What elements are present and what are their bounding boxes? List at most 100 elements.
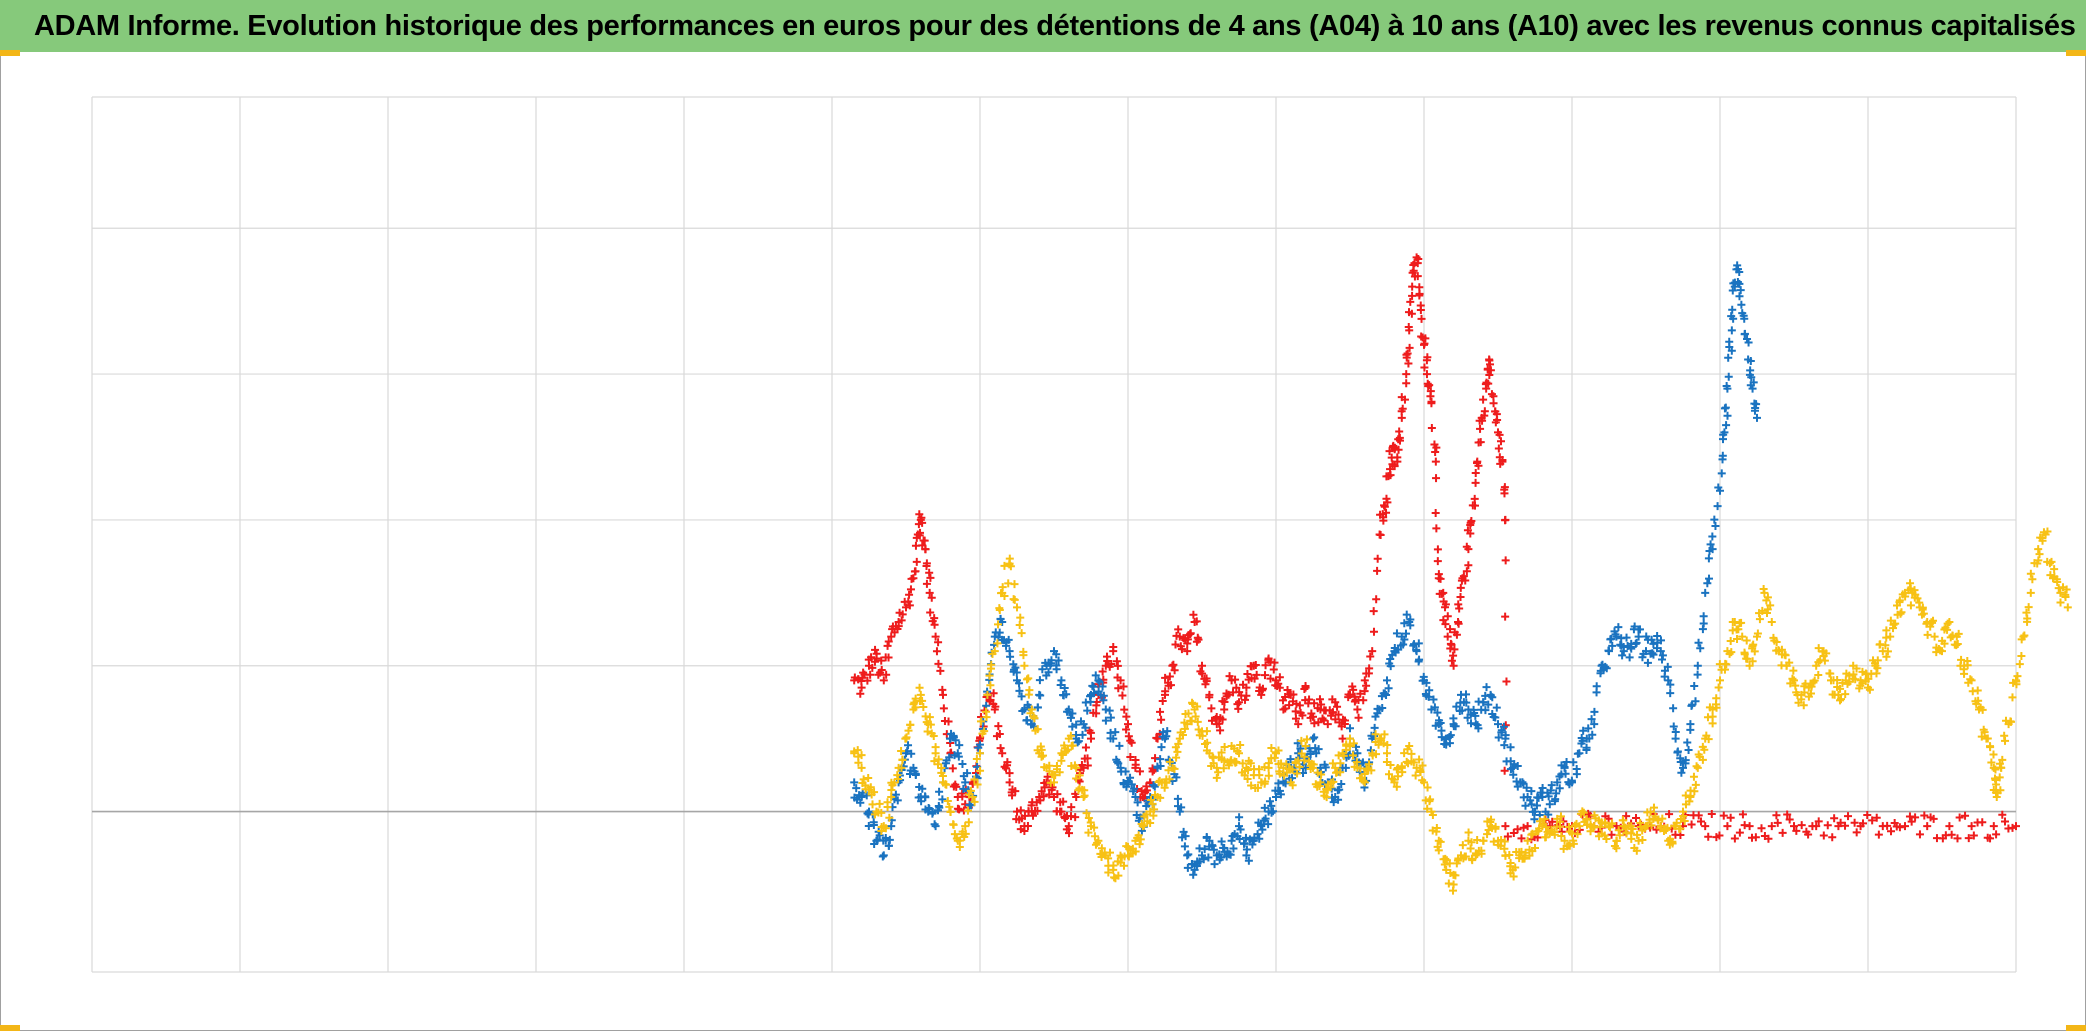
data-point — [918, 696, 927, 705]
data-point — [1506, 743, 1515, 752]
data-point — [976, 749, 984, 758]
series-layer — [850, 253, 2072, 895]
data-point — [1023, 716, 1032, 725]
data-point — [1687, 820, 1696, 829]
data-point — [1589, 823, 1598, 832]
data-point — [1830, 814, 1839, 823]
data-point — [1588, 730, 1597, 739]
data-point — [1395, 433, 1404, 442]
data-point — [1743, 654, 1752, 663]
data-point — [1647, 635, 1656, 644]
data-point — [987, 660, 996, 669]
data-point — [1172, 753, 1181, 762]
data-point — [1366, 652, 1375, 661]
data-point — [1498, 455, 1507, 464]
data-point — [894, 622, 903, 631]
data-point — [885, 813, 894, 822]
data-point — [1663, 823, 1672, 832]
data-point — [1547, 781, 1556, 790]
data-point — [1710, 515, 1719, 524]
data-point — [964, 818, 973, 827]
data-point — [1557, 832, 1566, 841]
data-point — [1323, 720, 1332, 729]
data-point — [906, 720, 915, 729]
data-point — [1485, 371, 1494, 380]
data-point — [1392, 782, 1401, 791]
data-point — [1057, 676, 1066, 685]
data-point — [1582, 743, 1591, 752]
data-point — [1694, 811, 1703, 820]
data-point — [1734, 625, 1743, 634]
data-point — [1235, 698, 1243, 707]
data-point — [1409, 758, 1418, 767]
data-point — [1134, 831, 1143, 840]
data-point — [1473, 457, 1482, 466]
data-point — [1047, 656, 1056, 665]
data-point — [955, 836, 964, 845]
data-point — [1436, 574, 1445, 583]
data-point — [1716, 676, 1724, 685]
data-point — [1474, 461, 1483, 470]
data-point — [1408, 282, 1417, 291]
data-point — [1772, 638, 1781, 647]
data-point — [1418, 761, 1427, 770]
data-point — [1434, 570, 1443, 579]
data-point — [1270, 658, 1279, 667]
data-point — [1146, 796, 1155, 805]
data-point — [1081, 743, 1090, 752]
data-point — [1828, 833, 1837, 842]
data-point — [1005, 778, 1014, 787]
data-point — [1364, 760, 1373, 769]
data-point — [1039, 751, 1048, 760]
data-point — [921, 545, 930, 554]
data-point — [991, 702, 1000, 711]
data-point — [1550, 830, 1559, 839]
data-point — [907, 749, 916, 758]
data-point — [2012, 680, 2021, 689]
data-point — [1513, 762, 1522, 771]
data-point — [2034, 556, 2043, 565]
data-point — [1953, 639, 1962, 648]
data-point — [1114, 684, 1123, 693]
data-point — [1203, 738, 1212, 747]
data-point — [1487, 815, 1496, 824]
data-point — [1302, 735, 1311, 744]
data-point — [1501, 822, 1510, 831]
data-point — [1665, 810, 1674, 819]
data-point — [1241, 695, 1250, 704]
data-point — [1247, 781, 1256, 790]
data-point — [866, 670, 875, 679]
data-point — [1494, 720, 1502, 729]
data-point — [1740, 821, 1749, 830]
data-point — [994, 722, 1003, 731]
data-point — [1198, 661, 1206, 670]
data-point — [912, 557, 921, 566]
data-point — [1642, 647, 1650, 656]
data-point — [1432, 524, 1441, 533]
data-point — [1260, 671, 1269, 680]
data-point — [1669, 704, 1678, 713]
data-point — [1587, 715, 1596, 724]
data-point — [1492, 703, 1501, 712]
data-point — [1083, 761, 1092, 770]
data-point — [1258, 684, 1267, 693]
data-point — [885, 835, 894, 844]
data-point — [1479, 698, 1488, 707]
data-point — [1992, 830, 2001, 839]
data-point — [2056, 598, 2065, 607]
data-point — [1767, 618, 1776, 626]
data-point — [1135, 840, 1144, 849]
data-point — [1986, 834, 1995, 843]
data-point — [898, 610, 907, 619]
data-point — [1199, 855, 1208, 864]
data-point — [2063, 603, 2072, 612]
data-point — [1509, 770, 1518, 779]
data-point — [869, 818, 878, 827]
data-point — [1666, 680, 1675, 689]
data-point — [1053, 790, 1062, 799]
data-point — [867, 653, 876, 662]
data-point — [1461, 852, 1470, 861]
data-point — [1198, 731, 1207, 740]
data-point — [881, 824, 890, 833]
data-point — [1231, 675, 1240, 684]
